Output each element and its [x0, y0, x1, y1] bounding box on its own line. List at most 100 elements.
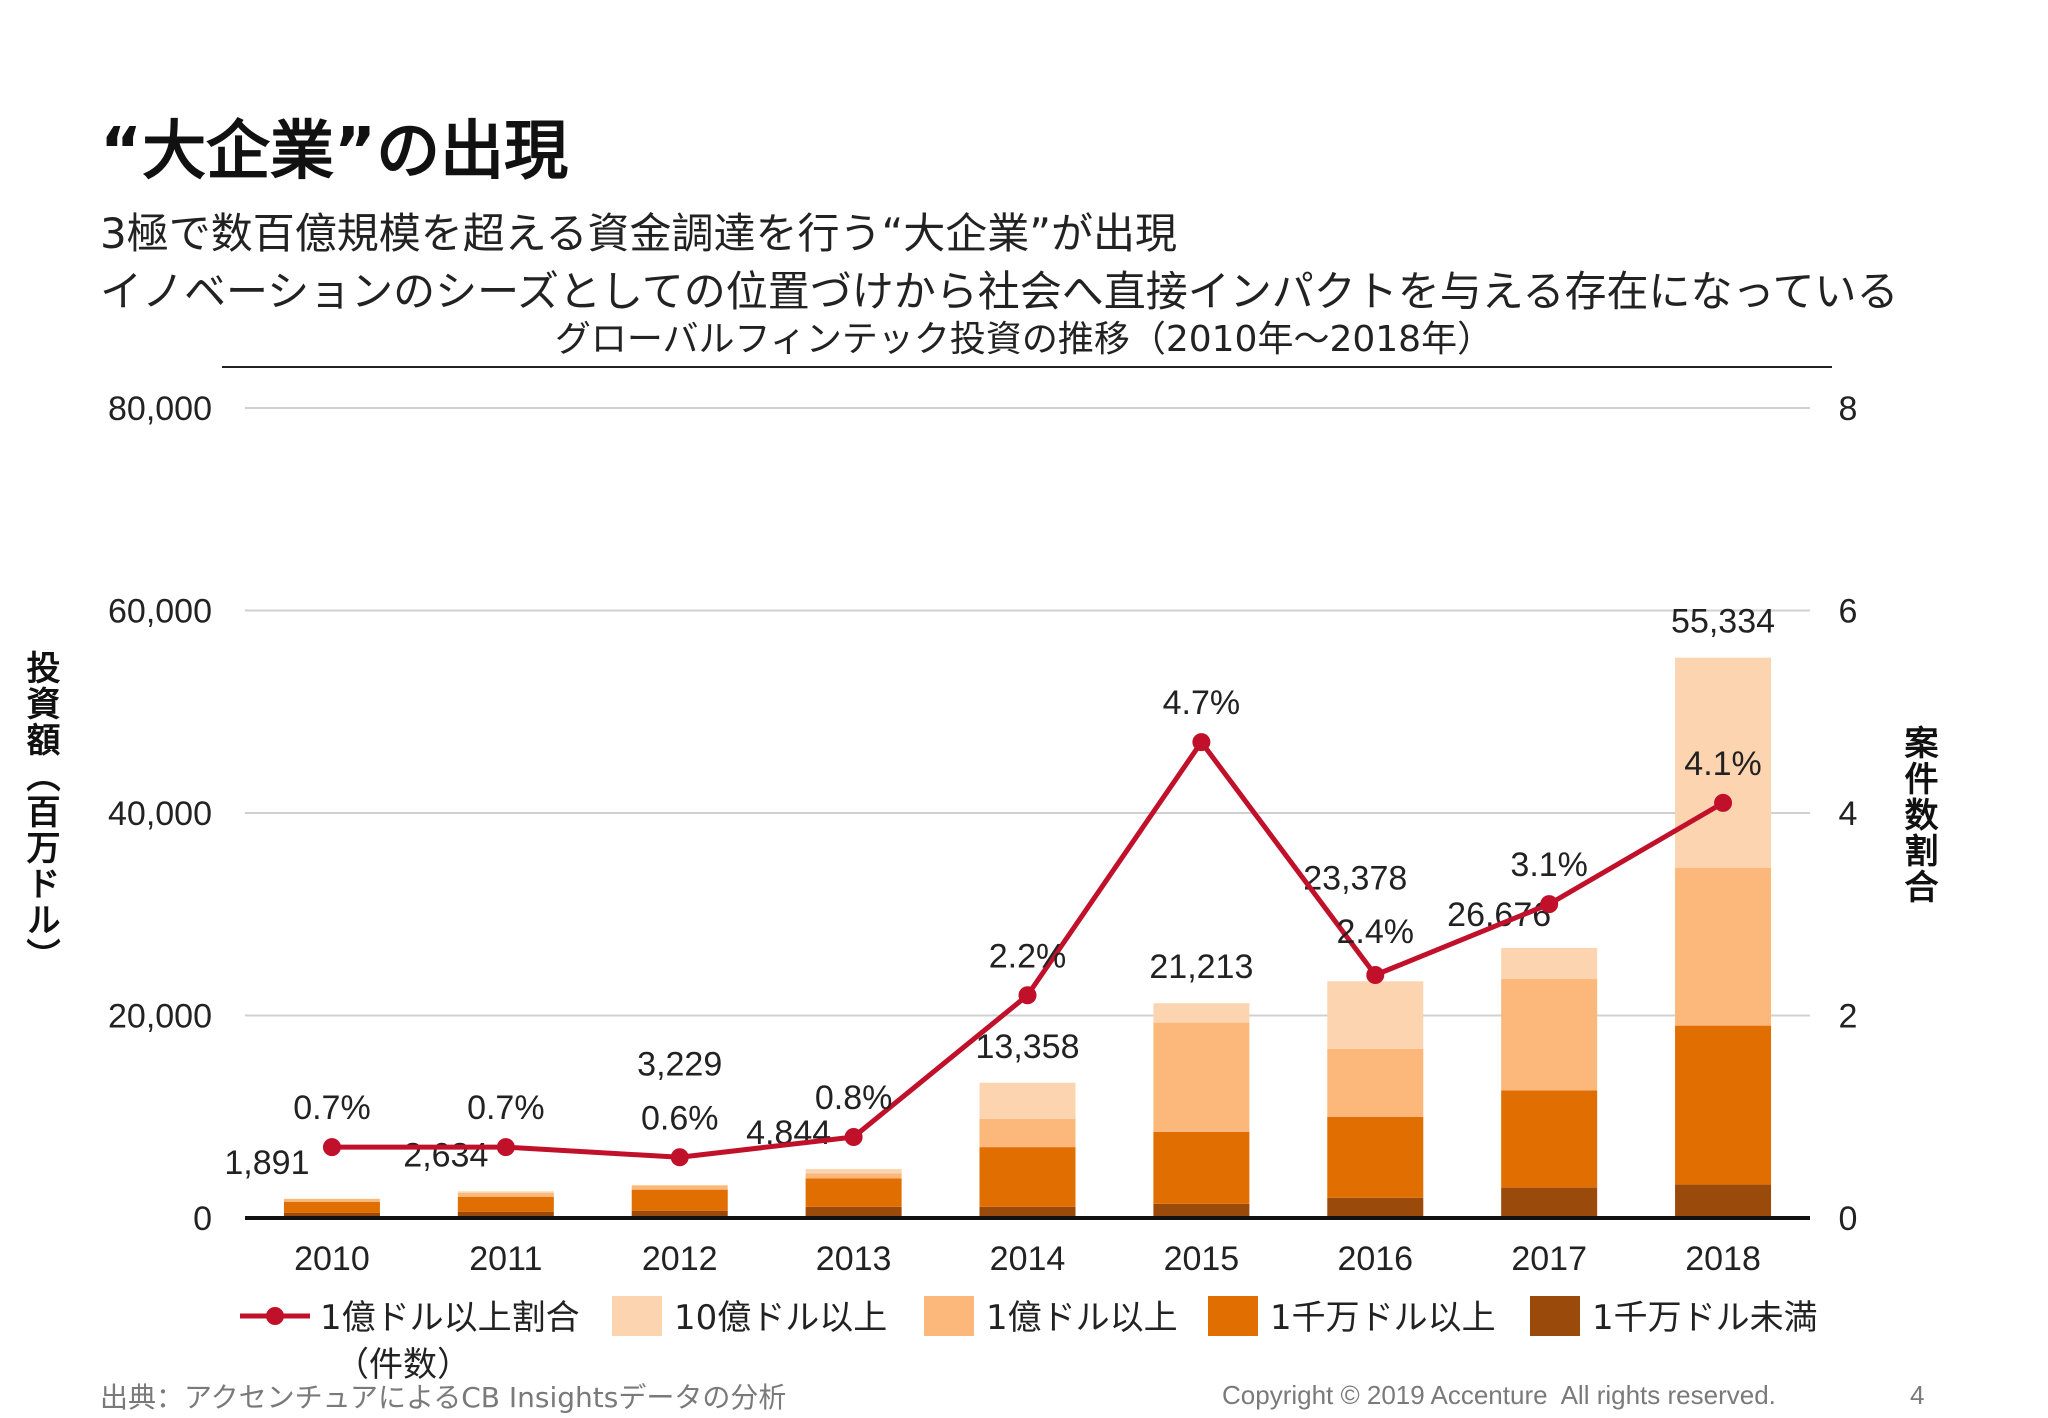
bar-total-label: 21,213	[1149, 948, 1253, 986]
bar-segment	[631, 1185, 728, 1190]
bar-total-label: 13,358	[976, 1028, 1080, 1066]
x-tick-label: 2010	[294, 1240, 370, 1278]
bar-segment	[1675, 657, 1772, 868]
bar-segment	[979, 1147, 1076, 1207]
page-title: “大企業”の出現	[100, 115, 569, 189]
legend-box-swatch	[1208, 1296, 1258, 1336]
y2-tick-label: 4	[1839, 795, 1858, 833]
bar-segment	[805, 1178, 902, 1207]
bar-segment	[631, 1189, 728, 1211]
bar-segment	[1675, 1025, 1772, 1185]
y2-tick-label: 6	[1839, 593, 1858, 631]
ratio-label: 0.7%	[467, 1089, 545, 1127]
bar-total-label: 3,229	[637, 1045, 722, 1083]
bar-segment	[457, 1196, 554, 1212]
subtitle-line-1: 3極で数百億規模を超える資金調達を行う“大企業”が出現	[100, 209, 1177, 258]
x-tick-label: 2017	[1511, 1240, 1587, 1278]
ratio-label: 0.6%	[641, 1099, 719, 1137]
x-tick-label: 2018	[1685, 1240, 1761, 1278]
subtitle-line-2: イノベーションのシーズとしての位置づけから社会へ直接インパクトを与える存在になっ…	[100, 267, 1899, 316]
legend-box-swatch	[924, 1296, 974, 1336]
bar-segment	[1501, 1187, 1598, 1218]
ratio-label: 4.1%	[1684, 745, 1762, 783]
ratio-marker	[1366, 966, 1385, 984]
bar-segment	[979, 1082, 1076, 1119]
legend-box-swatch	[1530, 1296, 1580, 1336]
legend-label: 1億ドル以上割合	[320, 1298, 580, 1338]
y-tick-label: 40,000	[108, 795, 212, 833]
bar-segment	[283, 1201, 380, 1213]
bar-segment	[1501, 947, 1598, 980]
bar-segment	[1675, 1184, 1772, 1218]
x-tick-label: 2016	[1337, 1240, 1413, 1278]
legend-label: 10億ドル以上	[674, 1298, 887, 1338]
y-tick-label: 60,000	[108, 593, 212, 631]
ratio-label: 2.4%	[1337, 913, 1415, 951]
bar-segment	[1327, 1197, 1424, 1218]
y-tick-label: 0	[193, 1200, 212, 1238]
bar-segment	[1501, 1090, 1598, 1188]
y2-tick-label: 0	[1839, 1200, 1858, 1238]
ratio-marker	[1192, 733, 1211, 752]
bar-total-label: 23,378	[1303, 859, 1407, 897]
legend-label: 1千万ドル未満	[1592, 1298, 1818, 1338]
y2-tick-label: 2	[1839, 998, 1858, 1036]
bar-segment	[1153, 1131, 1250, 1204]
bar-segment	[457, 1192, 554, 1197]
bar-segment	[979, 1118, 1076, 1148]
bar-segment	[805, 1168, 902, 1174]
y-tick-label: 20,000	[108, 998, 212, 1036]
source-note: 出典：アクセンチュアによるCB Insightsデータの分析	[100, 1381, 787, 1414]
bar-segment	[1675, 867, 1772, 1026]
bar-segment	[283, 1212, 380, 1218]
bar-segment	[457, 1211, 554, 1218]
bar-segment	[631, 1210, 728, 1218]
x-tick-label: 2013	[816, 1240, 892, 1278]
bar-total-label: 1,891	[224, 1144, 309, 1182]
bar-segment	[1327, 1048, 1424, 1117]
bar-segment	[1327, 981, 1424, 1049]
legend-box-swatch	[612, 1296, 662, 1336]
bar-segment	[1501, 979, 1598, 1091]
y2-axis-title: 案件数割合	[1898, 725, 1938, 905]
legend-marker-swatch	[266, 1307, 284, 1325]
y2-tick-label: 8	[1839, 390, 1858, 428]
ratio-marker	[844, 1128, 863, 1146]
bar-segment	[1153, 1003, 1250, 1023]
legend-label: 1億ドル以上	[986, 1298, 1178, 1338]
bar-total-label: 2,634	[403, 1136, 488, 1174]
ratio-marker	[1018, 986, 1037, 1005]
x-tick-label: 2012	[642, 1240, 718, 1278]
ratio-label: 3.1%	[1510, 846, 1588, 884]
x-tick-label: 2014	[990, 1240, 1066, 1278]
ratio-marker	[1540, 895, 1559, 914]
bar-segment	[1327, 1116, 1424, 1198]
copyright: Copyright © 2019 Accenture All rights re…	[1222, 1380, 1776, 1410]
page-number: 4	[1910, 1380, 1925, 1410]
ratio-label: 0.8%	[815, 1079, 893, 1117]
y-axis-title: 投資額（百万ドル）	[20, 650, 60, 974]
bar-segment	[1153, 1022, 1250, 1132]
x-tick-label: 2011	[469, 1240, 542, 1278]
ratio-label: 4.7%	[1163, 684, 1241, 722]
bar-segment	[283, 1198, 380, 1202]
bar-segment	[805, 1173, 902, 1179]
ratio-marker	[1714, 793, 1733, 812]
ratio-marker	[496, 1138, 515, 1157]
bar-total-label: 55,334	[1671, 603, 1775, 641]
ratio-marker	[322, 1138, 341, 1157]
title-rule	[222, 366, 1832, 368]
bar-total-label: 26,676	[1447, 896, 1551, 934]
x-tick-label: 2015	[1164, 1240, 1240, 1278]
legend-label-sub: （件数）	[335, 1345, 471, 1385]
bar-segment	[457, 1191, 554, 1193]
legend-label: 1千万ドル以上	[1270, 1298, 1496, 1338]
ratio-label: 0.7%	[293, 1089, 371, 1127]
bar-segment	[805, 1206, 902, 1218]
bar-segment	[1153, 1203, 1250, 1218]
ratio-label: 2.2%	[989, 937, 1067, 975]
y-tick-label: 80,000	[108, 390, 212, 428]
chart-title: グローバルフィンテック投資の推移（2010年～2018年）	[554, 319, 1494, 360]
ratio-marker	[670, 1148, 689, 1167]
